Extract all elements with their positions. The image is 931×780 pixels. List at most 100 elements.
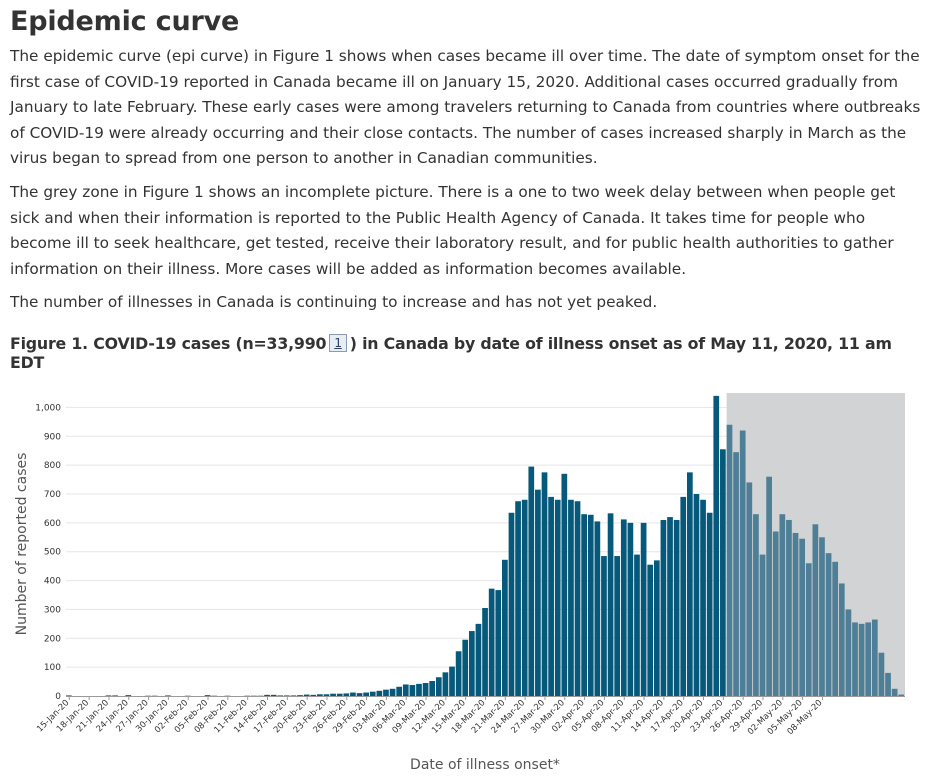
bar: [396, 686, 403, 696]
bar: [548, 496, 554, 696]
bar: [779, 514, 786, 696]
bar: [482, 607, 488, 696]
bar: [554, 499, 561, 696]
y-tick-label: 200: [44, 634, 61, 644]
bar: [112, 695, 118, 696]
bar: [521, 499, 528, 696]
bar: [581, 514, 587, 696]
bar: [488, 588, 495, 696]
bar: [105, 695, 112, 696]
bar: [898, 694, 905, 696]
page-content: Epidemic curve The epidemic curve (epi c…: [0, 0, 931, 372]
bar: [885, 672, 891, 696]
y-tick-labels: 0 100 200 300 400 500 600 700 800 900 1,000: [35, 403, 61, 702]
bar: [772, 531, 779, 696]
bar: [852, 622, 858, 696]
bar: [303, 694, 310, 696]
bar: [819, 537, 825, 696]
bar: [442, 672, 449, 696]
bar: [891, 688, 898, 696]
bar: [369, 691, 376, 696]
bar: [323, 694, 330, 696]
bar: [686, 472, 693, 696]
bar: [310, 694, 317, 696]
bar: [667, 517, 673, 696]
bar: [647, 564, 654, 696]
bar: [574, 501, 581, 696]
x-axis-label: Date of illness onset*: [410, 757, 560, 773]
bar: [726, 424, 733, 696]
y-tick-label: 800: [44, 461, 61, 471]
bar: [673, 519, 680, 696]
bar: [416, 683, 422, 696]
bar: [753, 514, 759, 696]
bar: [264, 694, 270, 696]
bar: [680, 496, 687, 696]
bar: [713, 395, 720, 696]
bar: [336, 693, 343, 696]
bar: [449, 666, 455, 696]
bar: [739, 430, 746, 696]
bar: [343, 693, 350, 696]
bar: [733, 452, 739, 696]
bar: [409, 685, 416, 696]
bar: [376, 690, 383, 696]
y-tick-label: 700: [44, 490, 61, 500]
bar: [832, 561, 839, 696]
footnote-link[interactable]: 1: [329, 333, 347, 352]
bar: [720, 449, 726, 696]
bar: [799, 538, 806, 696]
bar: [825, 553, 832, 696]
y-tick-label: 600: [44, 519, 61, 529]
bar: [356, 693, 363, 696]
x-tick-labels: 15-Jan-2018-Jan-2021-Jan-2024-Jan-2027-J…: [35, 696, 825, 737]
status-paragraph: The number of illnesses in Canada is con…: [10, 293, 658, 312]
bar: [541, 472, 548, 696]
bar: [805, 563, 812, 696]
bar: [363, 692, 369, 696]
bars: [66, 395, 905, 696]
page-title: Epidemic curve: [10, 6, 240, 37]
bar: [627, 522, 634, 696]
y-tick-label: 400: [44, 577, 61, 587]
y-tick-label: 900: [44, 432, 61, 442]
bar: [528, 466, 535, 696]
grey-zone-paragraph: The grey zone in Figure 1 shows an incom…: [10, 182, 896, 278]
bar: [766, 476, 772, 696]
bar: [700, 499, 706, 696]
bar: [290, 695, 297, 696]
bar: [297, 695, 303, 696]
bar: [746, 482, 753, 696]
bar: [475, 623, 482, 696]
bar: [462, 639, 469, 696]
bar: [502, 559, 508, 696]
figure-title: Figure 1. COVID-19 cases (n=33,990 1) in …: [10, 333, 921, 372]
y-tick-label: 500: [44, 548, 61, 558]
bar: [865, 622, 872, 696]
y-tick-label: 0: [55, 692, 61, 702]
bar: [429, 680, 436, 696]
bar: [389, 688, 396, 696]
y-tick-label: 100: [44, 663, 61, 673]
bar: [812, 524, 819, 696]
bar: [871, 619, 878, 696]
bar: [858, 623, 865, 696]
bar: [660, 519, 667, 696]
bar: [614, 556, 621, 696]
y-tick-label: 300: [44, 605, 61, 615]
bar: [587, 514, 594, 696]
bar: [66, 695, 72, 696]
bar: [402, 684, 409, 696]
bar: [277, 695, 284, 696]
bar: [759, 554, 766, 696]
bar: [634, 554, 640, 696]
figure-title-text-end: ) in Canada by date of illness onset as …: [10, 333, 892, 372]
bar: [317, 694, 323, 696]
bar: [284, 695, 290, 696]
bar: [330, 693, 336, 696]
bar: [508, 512, 515, 696]
bar: [640, 522, 647, 696]
bar: [125, 695, 132, 696]
bar: [165, 695, 171, 696]
bar: [568, 499, 574, 696]
